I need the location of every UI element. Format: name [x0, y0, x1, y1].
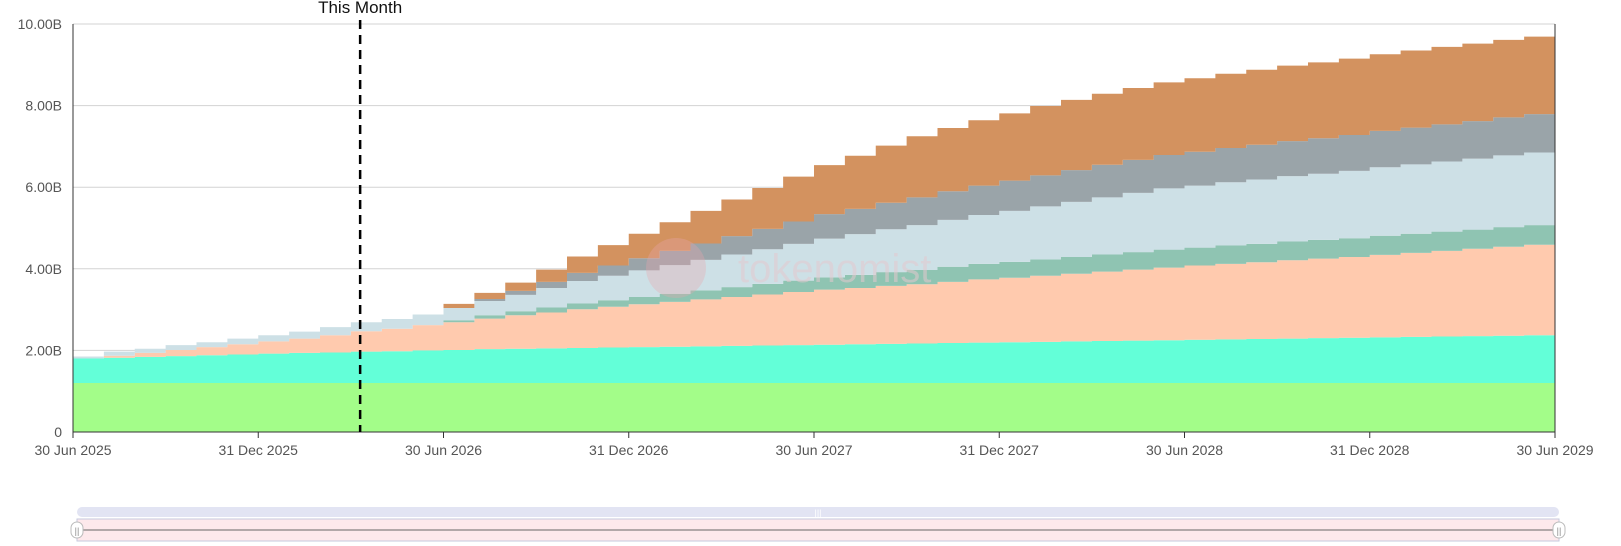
y-tick-label-5: 10.00B — [18, 16, 62, 32]
x-tick-label-4: 30 Jun 2027 — [775, 442, 852, 458]
x-tick-label-1: 31 Dec 2025 — [219, 442, 299, 458]
x-axis-ticks: 30 Jun 2025 31 Dec 2025 30 Jun 2026 31 Dec … — [34, 432, 1594, 458]
x-tick-label-8: 30 Jun 2029 — [1516, 442, 1593, 458]
area-series-5 — [73, 101, 1555, 357]
stacked-areas — [73, 24, 1555, 432]
navigator-grip-icon[interactable]: ||| — [814, 508, 821, 518]
y-tick-label-1: 2.00B — [25, 342, 62, 358]
y-tick-label-4: 8.00B — [25, 98, 62, 114]
x-tick-label-3: 31 Dec 2026 — [589, 442, 669, 458]
area-series-6 — [73, 24, 1555, 357]
y-tick-label-2: 4.00B — [25, 261, 62, 277]
x-tick-label-7: 31 Dec 2028 — [1330, 442, 1410, 458]
x-tick-label-5: 31 Dec 2027 — [960, 442, 1040, 458]
range-navigator[interactable]: ||| || || — [70, 507, 1566, 542]
x-tick-label-6: 30 Jun 2028 — [1146, 442, 1223, 458]
this-month-marker: This Month — [318, 0, 402, 432]
x-tick-label-2: 30 Jun 2026 — [405, 442, 482, 458]
tokenomist-watermark: tokenomist — [646, 238, 931, 298]
navigator-right-handle-icon: || — [1557, 526, 1562, 536]
navigator-left-handle-icon: || — [75, 526, 80, 536]
navigator-scrollbar[interactable] — [77, 507, 1559, 517]
y-tick-label-3: 6.00B — [25, 179, 62, 195]
area-series-4 — [73, 142, 1555, 359]
x-tick-label-0: 30 Jun 2025 — [34, 442, 111, 458]
navigator-right-handle[interactable] — [1552, 521, 1566, 539]
area-series-1 — [73, 334, 1555, 384]
y-tick-label-0: 0 — [54, 424, 62, 440]
navigator-left-handle[interactable] — [70, 521, 84, 539]
area-series-3 — [73, 216, 1555, 359]
y-axis-ticks: 0 2.00B 4.00B 6.00B 8.00B 10.00B — [18, 16, 63, 440]
watermark-text: tokenomist — [738, 247, 931, 291]
watermark-logo-icon — [646, 238, 706, 298]
area-series-0 — [73, 383, 1555, 432]
this-month-label: This Month — [318, 0, 402, 17]
